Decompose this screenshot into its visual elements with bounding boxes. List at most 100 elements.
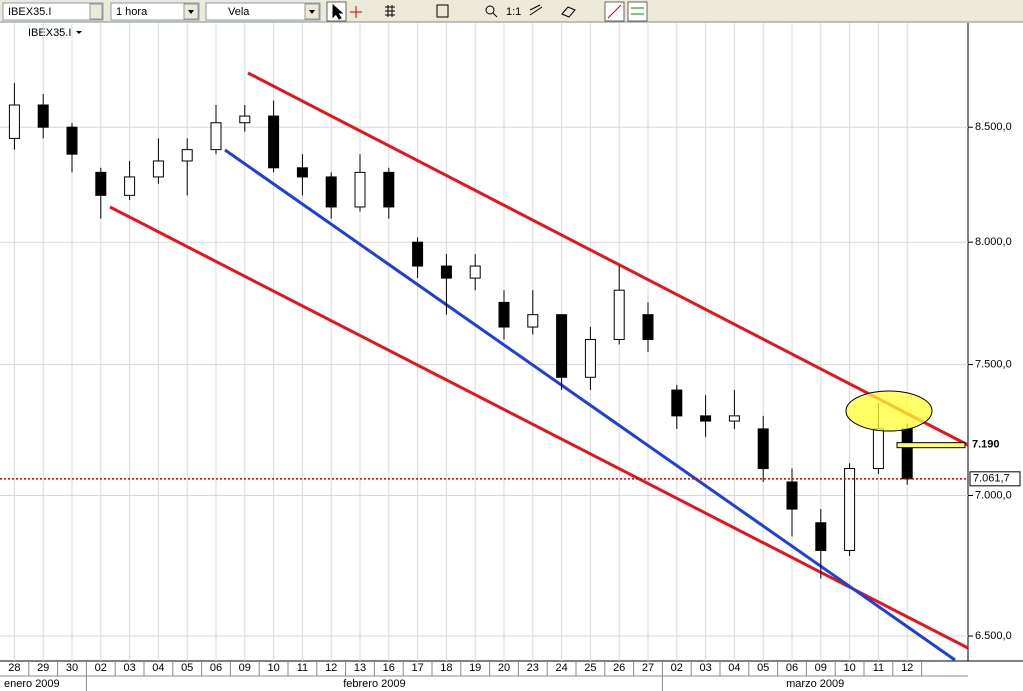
grid-tool[interactable] [385, 5, 395, 17]
x-tick-label: 09 [815, 662, 827, 674]
x-tick-label: 06 [210, 662, 222, 674]
x-tick-label: 11 [297, 662, 308, 674]
candle-body [8, 104, 20, 139]
candle-body [844, 468, 856, 551]
pattern-tool[interactable] [627, 1, 648, 22]
last-price-box [969, 471, 1021, 487]
x-tick-label: 30 [66, 662, 78, 674]
x-tick-label: 23 [527, 662, 539, 674]
x-tick-label: 20 [498, 662, 510, 674]
x-tick-label: 09 [239, 662, 251, 674]
x-tick-label: 03 [123, 662, 135, 674]
candle-body [671, 389, 683, 417]
candle-body [815, 522, 827, 551]
x-tick-label: 26 [613, 662, 625, 674]
style-select[interactable] [205, 2, 321, 21]
candle-body [239, 115, 251, 124]
candle-body [412, 241, 424, 267]
x-tick-label: 02 [95, 662, 107, 674]
candle-body [728, 415, 740, 422]
x-tick-label: 13 [354, 662, 366, 674]
line-tool[interactable] [529, 4, 543, 16]
x-tick-label: 12 [901, 662, 913, 674]
candle-body [95, 171, 107, 196]
interval-select[interactable] [110, 2, 200, 21]
annotation-label: 7.190 [972, 439, 1000, 451]
candle-body [37, 104, 49, 128]
month-label: enero 2009 [4, 678, 60, 690]
x-tick-label: 18 [440, 662, 452, 674]
annotation-marker [896, 442, 966, 449]
x-tick-label: 24 [555, 662, 567, 674]
candle-body [66, 126, 78, 155]
candle-body [527, 314, 539, 328]
candle-body [383, 171, 395, 208]
plot [0, 23, 969, 662]
y-tick-label: 7.000,0 [975, 489, 1012, 501]
candle-body [440, 265, 452, 279]
y-tick-label: 8.000,0 [975, 236, 1012, 248]
x-tick-label: 05 [757, 662, 769, 674]
symbol-box[interactable] [2, 2, 104, 21]
crosshair-tool[interactable] [350, 6, 362, 18]
dropdown-arrow [309, 10, 315, 14]
x-tick-label: 03 [699, 662, 711, 674]
candle-body [901, 428, 913, 480]
eraser-tool[interactable] [561, 6, 576, 18]
x-tick-label: 05 [181, 662, 193, 674]
highlight-ellipse [845, 390, 933, 432]
x-tick-label: 29 [37, 662, 49, 674]
candle-body [296, 167, 308, 178]
x-tick-label: 04 [728, 662, 740, 674]
zoom-ratio[interactable]: 1:1 [506, 6, 521, 18]
chart-title: IBEX35.I [28, 27, 71, 39]
x-tick-label: 19 [469, 662, 481, 674]
x-tick-label: 06 [786, 662, 798, 674]
candle-body [872, 428, 884, 470]
candle-body [210, 122, 222, 151]
upper-channel-line [247, 71, 969, 447]
dropdown-arrow [188, 10, 194, 14]
candle-body [613, 289, 625, 340]
tool-icons [326, 1, 648, 22]
x-tick-label: 17 [411, 662, 423, 674]
x-tick-label: 04 [152, 662, 164, 674]
month-label: febrero 2009 [343, 678, 405, 690]
x-tick-label: 28 [8, 662, 20, 674]
x-tick-label: 10 [843, 662, 855, 674]
candle-body [700, 415, 712, 422]
y-axis-panel [968, 23, 1023, 661]
candle-body [556, 314, 568, 378]
zoom-tool[interactable] [485, 5, 495, 15]
support-line [224, 148, 956, 662]
x-tick-label: 11 [873, 662, 884, 674]
symbol: IBEX35.I [8, 6, 51, 18]
interval: 1 hora [116, 6, 148, 18]
x-tick-label: 10 [267, 662, 279, 674]
x-tick-label: 02 [671, 662, 683, 674]
month-label: marzo 2009 [786, 678, 844, 690]
pattern-icon [631, 7, 644, 15]
y-tick-label: 7.500,0 [975, 359, 1012, 371]
candle-body [584, 338, 596, 378]
x-tick-label: 27 [642, 662, 654, 674]
symbol-button[interactable] [89, 3, 103, 20]
candle-body [757, 428, 769, 470]
candle-body [152, 160, 164, 178]
zoom-handle [492, 12, 498, 18]
y-tick-label: 6.500,0 [975, 630, 1012, 642]
candle-body [469, 265, 481, 279]
title-dropdown[interactable] [76, 31, 82, 34]
info-tool[interactable] [436, 4, 449, 18]
lower-channel-line [109, 205, 969, 650]
trend-icon [607, 4, 622, 19]
pointer-icon [332, 3, 344, 20]
candle-body [181, 149, 193, 162]
last-price-label: 7.061,7 [973, 473, 1010, 485]
candle-body [498, 301, 510, 328]
chart-style: Vela [228, 6, 250, 18]
candle-body [786, 481, 798, 510]
candle-body [642, 314, 654, 340]
x-tick-label: 16 [383, 662, 395, 674]
